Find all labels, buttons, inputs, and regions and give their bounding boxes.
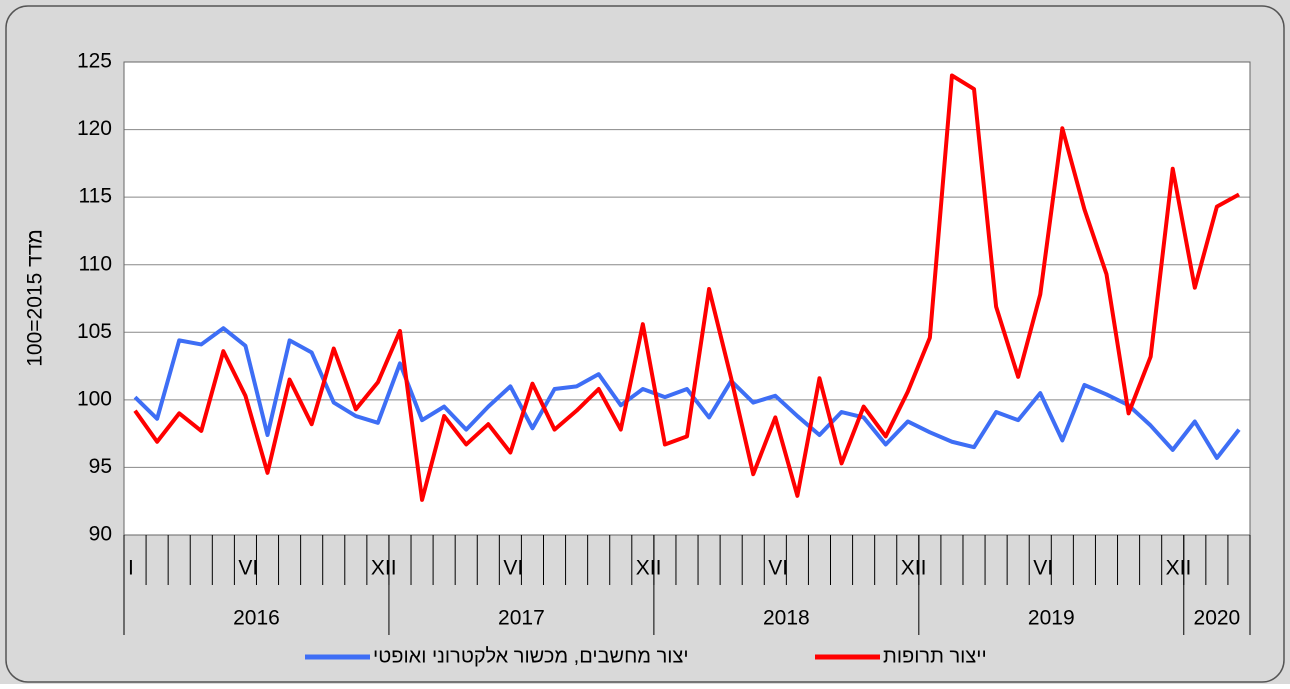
y-tick-label: 90 <box>89 523 112 546</box>
x-tick-label: XII <box>901 557 927 580</box>
y-tick-label: 105 <box>77 320 112 343</box>
y-tick-label: 115 <box>79 185 112 208</box>
year-label: 2017 <box>498 607 545 630</box>
plot-border <box>123 61 1251 536</box>
year-label: 2018 <box>763 607 810 630</box>
year-label: 2019 <box>1028 607 1075 630</box>
x-tick-label: XII <box>371 557 397 580</box>
year-label: 2020 <box>1194 607 1241 630</box>
series-line <box>133 326 1241 460</box>
y-tick-label: 110 <box>79 252 112 275</box>
x-tick-label: XII <box>1166 557 1192 580</box>
legend-label: ייצור תרופות <box>883 645 987 667</box>
y-tick-label: 120 <box>77 117 112 140</box>
y-tick-label: 100 <box>77 387 112 410</box>
x-tick-label: VI <box>1033 557 1053 580</box>
x-tick-label: XII <box>636 557 662 580</box>
y-axis-label: מדד 2015=100 <box>24 229 47 367</box>
legend-label: יצור מחשבים, מכשור אלקטרוני ואופטי <box>373 645 689 667</box>
x-tick-label: VI <box>503 557 523 580</box>
year-label: 2016 <box>233 607 280 630</box>
x-tick-label: VI <box>238 557 258 580</box>
series-line <box>133 73 1240 502</box>
y-tick-label: 125 <box>77 50 112 73</box>
x-tick-label: I <box>128 557 134 580</box>
plot-area <box>124 62 1250 535</box>
y-tick-label: 95 <box>89 455 112 478</box>
x-tick-label: VI <box>768 557 788 580</box>
